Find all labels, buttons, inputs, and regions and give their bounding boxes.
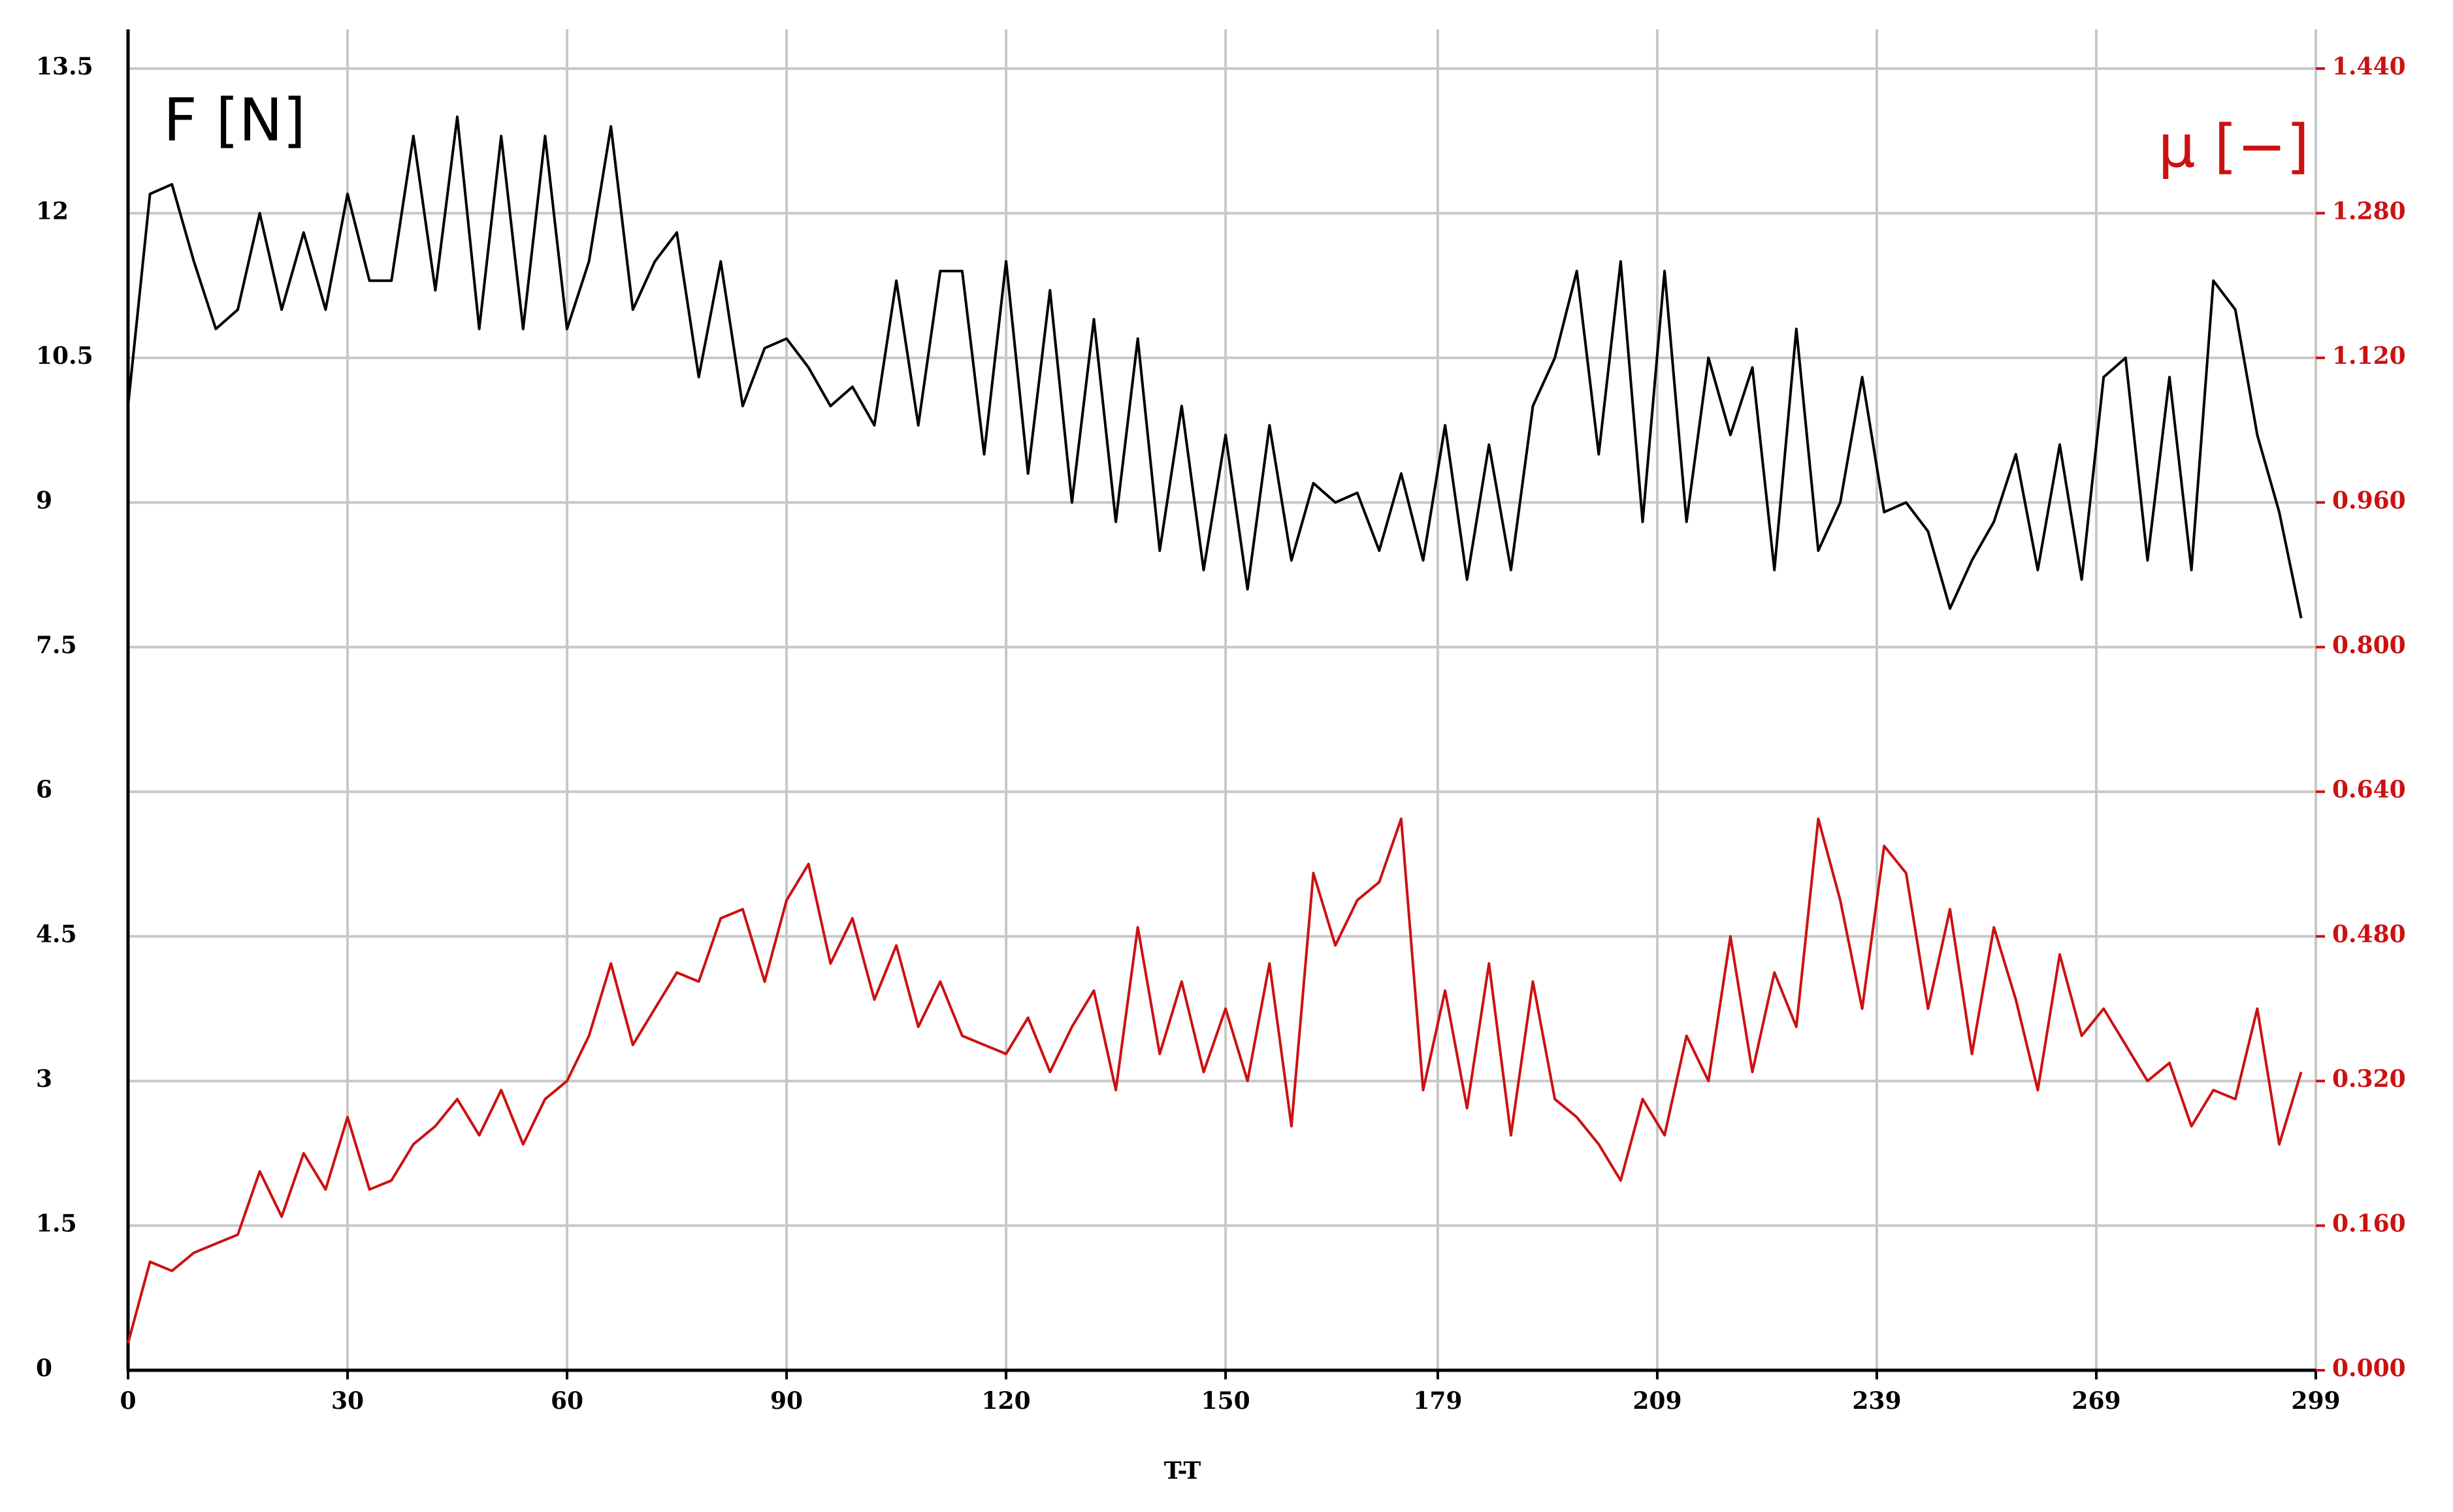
y-tick-label: 4.5 bbox=[36, 921, 77, 948]
y2-tick-label: 1.120 bbox=[2332, 342, 2406, 370]
y2-tick-label: 0.160 bbox=[2332, 1210, 2406, 1238]
x-tick-label: 90 bbox=[770, 1387, 803, 1415]
y-tick-label: 0 bbox=[36, 1355, 52, 1382]
x-tick-label: 179 bbox=[1413, 1387, 1462, 1415]
x-tick-label: 120 bbox=[982, 1387, 1031, 1415]
y-tick-label: 7.5 bbox=[36, 632, 77, 659]
y-tick-label: 10.5 bbox=[36, 342, 93, 370]
line-series bbox=[127, 115, 2303, 619]
y-tick-label: 12 bbox=[36, 197, 69, 225]
y-tick-label: 13.5 bbox=[36, 53, 93, 80]
y-tick-label: 3 bbox=[36, 1065, 52, 1093]
y-tick-label: 1.5 bbox=[36, 1210, 77, 1238]
x-tick-label: 150 bbox=[1201, 1387, 1250, 1415]
line-series bbox=[127, 817, 2303, 1344]
x-tick-label: 209 bbox=[1633, 1387, 1681, 1415]
x-axis-label: T-T bbox=[1164, 1457, 1201, 1485]
y2-tick-label: 0.640 bbox=[2332, 776, 2406, 803]
x-tick-label: 0 bbox=[120, 1387, 136, 1415]
y2-tick-label: 1.280 bbox=[2332, 197, 2406, 225]
y2-tick-label: 0.960 bbox=[2332, 487, 2406, 514]
x-tick-label: 239 bbox=[1852, 1387, 1901, 1415]
y2-tick-label: 0.800 bbox=[2332, 632, 2406, 659]
y-axis-label: F [N] bbox=[163, 86, 306, 155]
x-tick-label: 269 bbox=[2071, 1387, 2120, 1415]
y2-tick-label: 0.000 bbox=[2332, 1355, 2406, 1382]
y-tick-label: 9 bbox=[36, 487, 52, 514]
x-tick-label: 30 bbox=[331, 1387, 364, 1415]
y2-tick-label: 0.320 bbox=[2332, 1065, 2406, 1093]
y2-tick-label: 0.480 bbox=[2332, 921, 2406, 948]
x-tick-label: 299 bbox=[2291, 1387, 2340, 1415]
x-tick-label: 60 bbox=[551, 1387, 583, 1415]
y2-tick-label: 1.440 bbox=[2332, 53, 2406, 80]
y2-axis-label: μ [−] bbox=[2158, 112, 2309, 181]
y-tick-label: 6 bbox=[36, 776, 52, 803]
